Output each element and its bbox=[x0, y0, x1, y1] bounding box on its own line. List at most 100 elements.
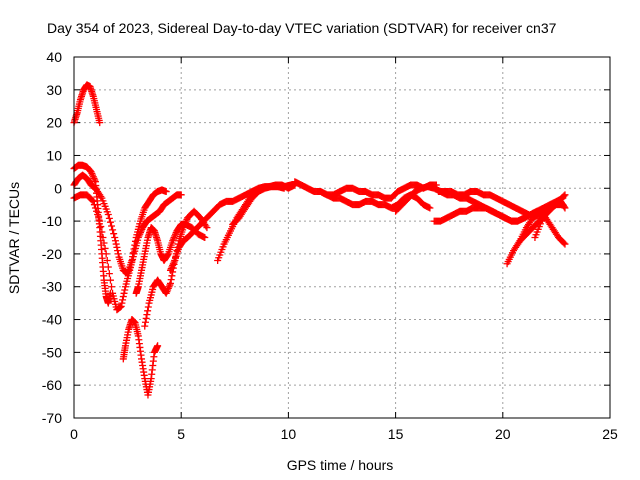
data-point bbox=[96, 217, 104, 225]
data-point bbox=[182, 217, 190, 225]
data-point bbox=[90, 201, 98, 209]
y-axis-ticks: 40 30 20 10 0 -10 -20 -30 -40 -50 -60 -70 bbox=[42, 49, 610, 426]
data-point bbox=[142, 314, 150, 322]
data-point bbox=[108, 222, 116, 230]
data-point bbox=[180, 222, 188, 230]
data-point bbox=[169, 260, 177, 268]
series-track-3 bbox=[70, 171, 170, 278]
data-point bbox=[203, 224, 211, 232]
data-point bbox=[154, 342, 162, 350]
y-tick-label: 0 bbox=[54, 180, 62, 196]
data-point bbox=[109, 226, 117, 234]
y-tick-label: -50 bbox=[42, 344, 62, 360]
data-point bbox=[101, 244, 109, 252]
x-tick-label: 0 bbox=[70, 426, 78, 442]
data-point bbox=[97, 192, 105, 200]
data-point bbox=[94, 211, 102, 219]
series-track-10 bbox=[229, 183, 288, 228]
data-point bbox=[561, 204, 569, 212]
data-point bbox=[104, 263, 112, 271]
data-point bbox=[90, 174, 98, 182]
data-point bbox=[177, 191, 185, 199]
series-track-18 bbox=[531, 197, 569, 241]
data-point bbox=[87, 168, 95, 176]
data-point bbox=[280, 184, 288, 192]
data-marks bbox=[70, 81, 569, 399]
data-point bbox=[165, 283, 173, 291]
data-point bbox=[168, 272, 176, 280]
data-point bbox=[141, 322, 149, 330]
series-track-1 bbox=[70, 81, 104, 127]
data-point bbox=[164, 286, 172, 294]
data-point bbox=[143, 311, 151, 319]
data-point bbox=[560, 192, 568, 200]
series-track-15 bbox=[434, 188, 533, 219]
data-point bbox=[560, 239, 568, 247]
y-axis-label: SDTVAR / TECUs bbox=[6, 182, 22, 294]
data-point bbox=[98, 228, 106, 236]
data-point bbox=[169, 237, 177, 245]
series-track-7 bbox=[141, 207, 211, 330]
data-point bbox=[121, 286, 129, 294]
data-point bbox=[93, 207, 101, 215]
data-point bbox=[110, 230, 118, 238]
data-point bbox=[97, 223, 105, 231]
data-point bbox=[117, 302, 125, 310]
data-point bbox=[88, 170, 96, 178]
data-point bbox=[91, 204, 99, 212]
y-tick-label: -70 bbox=[42, 410, 62, 426]
data-point bbox=[89, 197, 97, 205]
data-point bbox=[162, 289, 170, 297]
data-point bbox=[167, 265, 175, 273]
data-point bbox=[119, 293, 127, 301]
data-point bbox=[202, 222, 210, 230]
x-axis-ticks: 0 5 10 15 20 25 bbox=[70, 57, 618, 442]
data-point bbox=[118, 299, 126, 307]
data-point bbox=[136, 229, 144, 237]
data-point bbox=[102, 250, 110, 258]
data-point bbox=[95, 214, 103, 222]
data-point bbox=[167, 276, 175, 284]
series-track-11 bbox=[291, 178, 440, 202]
data-point bbox=[162, 188, 170, 196]
data-point bbox=[525, 211, 533, 219]
data-point bbox=[164, 284, 172, 292]
data-point bbox=[134, 234, 142, 241]
data-point bbox=[169, 261, 177, 269]
data-point bbox=[181, 219, 189, 227]
data-point bbox=[89, 173, 97, 181]
data-point bbox=[560, 203, 568, 211]
x-tick-label: 20 bbox=[495, 426, 511, 442]
y-tick-label: 30 bbox=[46, 82, 62, 98]
data-point bbox=[112, 240, 120, 248]
data-point bbox=[144, 303, 152, 311]
x-tick-label: 10 bbox=[281, 426, 297, 442]
data-point bbox=[100, 239, 108, 247]
data-point bbox=[105, 270, 113, 278]
data-point bbox=[141, 318, 149, 326]
data-point bbox=[104, 211, 112, 219]
data-point bbox=[88, 196, 96, 204]
data-point bbox=[119, 296, 127, 304]
x-tick-label: 5 bbox=[177, 426, 185, 442]
data-point bbox=[108, 283, 116, 291]
data-point bbox=[170, 258, 178, 266]
data-point bbox=[106, 276, 114, 284]
data-point bbox=[166, 279, 174, 287]
data-point bbox=[106, 218, 114, 226]
y-tick-label: -60 bbox=[42, 377, 62, 393]
y-tick-label: -30 bbox=[42, 279, 62, 295]
data-point bbox=[561, 240, 569, 248]
data-point bbox=[135, 232, 143, 240]
data-point bbox=[179, 224, 187, 232]
y-tick-label: 10 bbox=[46, 147, 62, 163]
chart-title: Day 354 of 2023, Sidereal Day-to-day VTE… bbox=[47, 20, 557, 36]
x-axis-label: GPS time / hours bbox=[287, 457, 394, 473]
data-point bbox=[114, 247, 122, 255]
series-track-5 bbox=[119, 316, 162, 399]
x-tick-label: 15 bbox=[388, 426, 404, 442]
x-tick-label: 25 bbox=[602, 426, 618, 442]
data-point bbox=[561, 191, 569, 199]
plot-frame bbox=[73, 56, 611, 419]
